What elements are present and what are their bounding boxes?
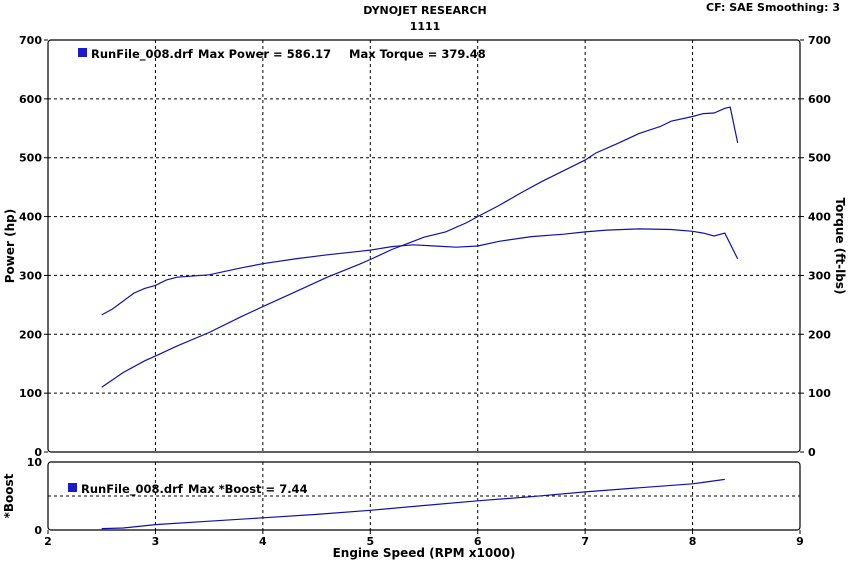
boost-legend-swatch bbox=[68, 483, 77, 492]
x-tick-label: 3 bbox=[152, 535, 160, 548]
boost-series-group bbox=[101, 478, 725, 530]
y-axis-title-power: Power (hp) bbox=[3, 209, 17, 283]
y-tick-label-power: 0 bbox=[34, 446, 42, 459]
main-legend-max-power: Max Power = 586.17 bbox=[198, 47, 331, 61]
y-axis-title-torque: Torque (ft-lbs) bbox=[833, 198, 847, 295]
main-legend-file: RunFile_008.drf bbox=[91, 47, 194, 62]
x-tick-label: 9 bbox=[796, 535, 804, 548]
y2-tick-label-torque: 600 bbox=[808, 93, 831, 106]
x-tick-label: 5 bbox=[366, 535, 374, 548]
x-axis-title: Engine Speed (RPM x1000) bbox=[333, 546, 516, 560]
y2-tick-label-torque: 300 bbox=[808, 269, 831, 282]
x-tick-label: 6 bbox=[474, 535, 482, 548]
y2-tick-label-torque: 200 bbox=[808, 328, 831, 341]
boost-plot-frame bbox=[47, 461, 801, 531]
y2-tick-label-torque: 0 bbox=[808, 446, 816, 459]
boost-y-tick-label: 10 bbox=[27, 456, 43, 469]
y2-tick-label-torque: 400 bbox=[808, 211, 831, 224]
y-tick-label-power: 100 bbox=[19, 387, 42, 400]
y-tick-label-power: 500 bbox=[19, 152, 42, 165]
y2-tick-label-torque: 500 bbox=[808, 152, 831, 165]
x-tick-label: 8 bbox=[689, 535, 697, 548]
boost-curve bbox=[101, 478, 725, 530]
y2-tick-label-torque: 100 bbox=[808, 387, 831, 400]
x-tick-label: 7 bbox=[581, 535, 589, 548]
main-grid bbox=[48, 40, 800, 452]
y-tick-label-power: 400 bbox=[19, 211, 42, 224]
x-tick-label: 4 bbox=[259, 535, 267, 548]
header-settings: CF: SAE Smoothing: 3 bbox=[706, 1, 840, 14]
y2-tick-label-torque: 700 bbox=[808, 34, 831, 47]
main-plot-frame bbox=[47, 39, 801, 453]
boost-grid bbox=[48, 462, 800, 530]
main-legend-swatch bbox=[78, 48, 87, 57]
header-company: DYNOJET RESEARCH bbox=[363, 4, 486, 17]
boost-legend-file: RunFile_008.drf bbox=[81, 482, 184, 497]
boost-ticks: 0 10 bbox=[27, 456, 43, 537]
torque-curve bbox=[101, 228, 739, 316]
x-tick-label: 2 bbox=[44, 535, 52, 548]
y-tick-label-power: 200 bbox=[19, 328, 42, 341]
main-ticks: 0 100 200 300 400 500 600 700 0 100 200 300 400 500 60… bbox=[19, 34, 831, 459]
main-series-group bbox=[101, 106, 739, 388]
y-tick-label-power: 700 bbox=[19, 34, 42, 47]
boost-y-tick-label: 0 bbox=[34, 524, 42, 537]
x-axis-ticks: 2 3 4 5 6 7 8 9 bbox=[44, 530, 804, 548]
power-curve bbox=[101, 106, 739, 388]
header-run-id: 1111 bbox=[410, 20, 441, 33]
main-legend-max-torque: Max Torque = 379.48 bbox=[349, 47, 486, 61]
y-tick-label-power: 300 bbox=[19, 269, 42, 282]
y-axis-title-boost: *Boost bbox=[2, 473, 16, 518]
boost-legend-max-boost: Max *Boost = 7.44 bbox=[188, 482, 308, 496]
y-tick-label-power: 600 bbox=[19, 93, 42, 106]
